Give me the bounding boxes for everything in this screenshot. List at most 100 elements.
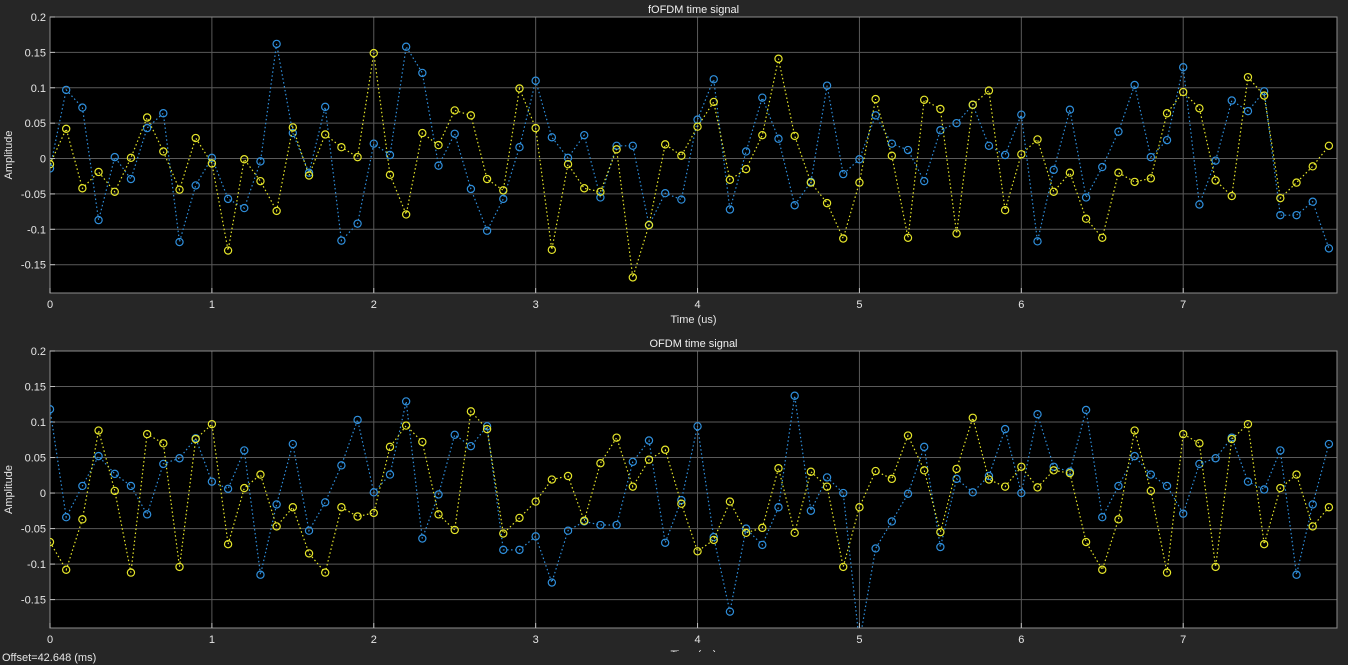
data-point — [644, 436, 654, 445]
data-point — [288, 503, 298, 512]
data-point — [110, 152, 119, 162]
data-point — [499, 529, 508, 538]
data-point — [936, 104, 945, 114]
data-point — [1000, 150, 1010, 160]
y-tick-label: 0.2 — [31, 12, 46, 24]
data-point — [1162, 109, 1172, 118]
data-point — [207, 419, 217, 429]
data-point — [256, 157, 265, 166]
data-point — [839, 234, 848, 243]
data-point — [1292, 470, 1301, 479]
data-point — [741, 164, 751, 174]
data-point — [806, 467, 816, 476]
data-point — [1259, 485, 1269, 494]
data-point — [1243, 106, 1253, 116]
data-point — [450, 525, 459, 535]
data-point — [693, 422, 702, 431]
data-point — [142, 429, 152, 439]
data-point — [434, 490, 443, 499]
data-point — [304, 168, 314, 177]
data-point — [515, 143, 524, 152]
data-point — [1114, 515, 1123, 524]
plot-area — [50, 351, 1337, 628]
data-point — [612, 145, 621, 154]
data-point — [1130, 426, 1139, 435]
data-point — [1162, 568, 1172, 577]
data-point — [175, 562, 184, 572]
data-point — [466, 111, 476, 120]
y-tick-label: 0.15 — [25, 382, 46, 394]
offset-status-text: Offset=42.648 (ms) — [2, 652, 97, 664]
data-point — [337, 143, 346, 152]
data-point — [369, 48, 378, 58]
data-point — [385, 470, 395, 479]
data-point — [677, 499, 686, 508]
data-point — [596, 520, 605, 530]
data-point — [628, 482, 637, 491]
data-point — [628, 457, 637, 466]
data-point — [1081, 405, 1091, 415]
data-point — [1227, 434, 1236, 444]
data-point — [1324, 439, 1334, 449]
data-point — [790, 391, 799, 400]
data-point — [774, 463, 783, 473]
data-point — [191, 434, 200, 444]
data-point — [644, 220, 654, 230]
data-point — [774, 503, 783, 512]
data-point — [1324, 141, 1334, 150]
data-point — [1017, 150, 1026, 159]
y-tick-label: 0.2 — [31, 346, 46, 358]
series-1 — [50, 39, 1334, 253]
data-point — [887, 474, 897, 484]
data-point — [919, 466, 929, 475]
data-point — [450, 106, 459, 115]
data-point — [353, 152, 362, 162]
x-tick-label: 5 — [856, 299, 862, 311]
data-point — [207, 153, 217, 163]
data-point — [709, 75, 718, 84]
data-point — [758, 523, 767, 533]
data-point — [903, 145, 913, 155]
data-point — [207, 477, 217, 486]
chart-title: fOFDM time signal — [648, 4, 739, 16]
data-point — [401, 42, 411, 51]
data-point — [660, 538, 670, 547]
data-point — [1276, 210, 1285, 220]
data-point — [758, 130, 767, 140]
data-point — [952, 229, 961, 238]
data-point — [580, 516, 589, 525]
data-point — [1162, 481, 1172, 491]
data-point — [871, 466, 880, 476]
data-point — [142, 123, 152, 133]
series-1 — [50, 391, 1334, 628]
y-tick-label: -0.15 — [21, 260, 46, 272]
data-point — [1130, 80, 1139, 90]
data-point — [207, 159, 217, 168]
data-point — [984, 471, 994, 481]
data-point — [612, 520, 621, 530]
data-point — [936, 527, 945, 537]
data-point — [223, 246, 233, 255]
data-point — [1049, 165, 1058, 175]
data-point — [50, 164, 55, 173]
data-point — [369, 139, 378, 148]
data-point — [806, 178, 816, 187]
data-point — [304, 526, 314, 535]
x-tick-label: 4 — [694, 634, 700, 646]
data-point — [256, 570, 265, 579]
data-point — [660, 189, 670, 198]
data-point — [288, 123, 298, 132]
data-point — [175, 454, 184, 463]
data-point — [919, 95, 929, 105]
data-point — [482, 422, 492, 431]
data-point — [563, 153, 573, 163]
data-point — [1308, 522, 1317, 531]
y-tick-label: -0.1 — [27, 559, 46, 571]
data-point — [1098, 233, 1107, 242]
chart-title: OFDM time signal — [649, 338, 737, 350]
data-point — [839, 562, 848, 572]
chart-bottom: 0 1 2 3 4 5 6 7 -0.15 -0.1 -0.05 0 0.05 0.1 0.15 0.2 OFD… — [3, 338, 1338, 652]
data-point — [1292, 210, 1301, 220]
data-point — [1308, 500, 1317, 509]
data-point — [1017, 110, 1026, 119]
